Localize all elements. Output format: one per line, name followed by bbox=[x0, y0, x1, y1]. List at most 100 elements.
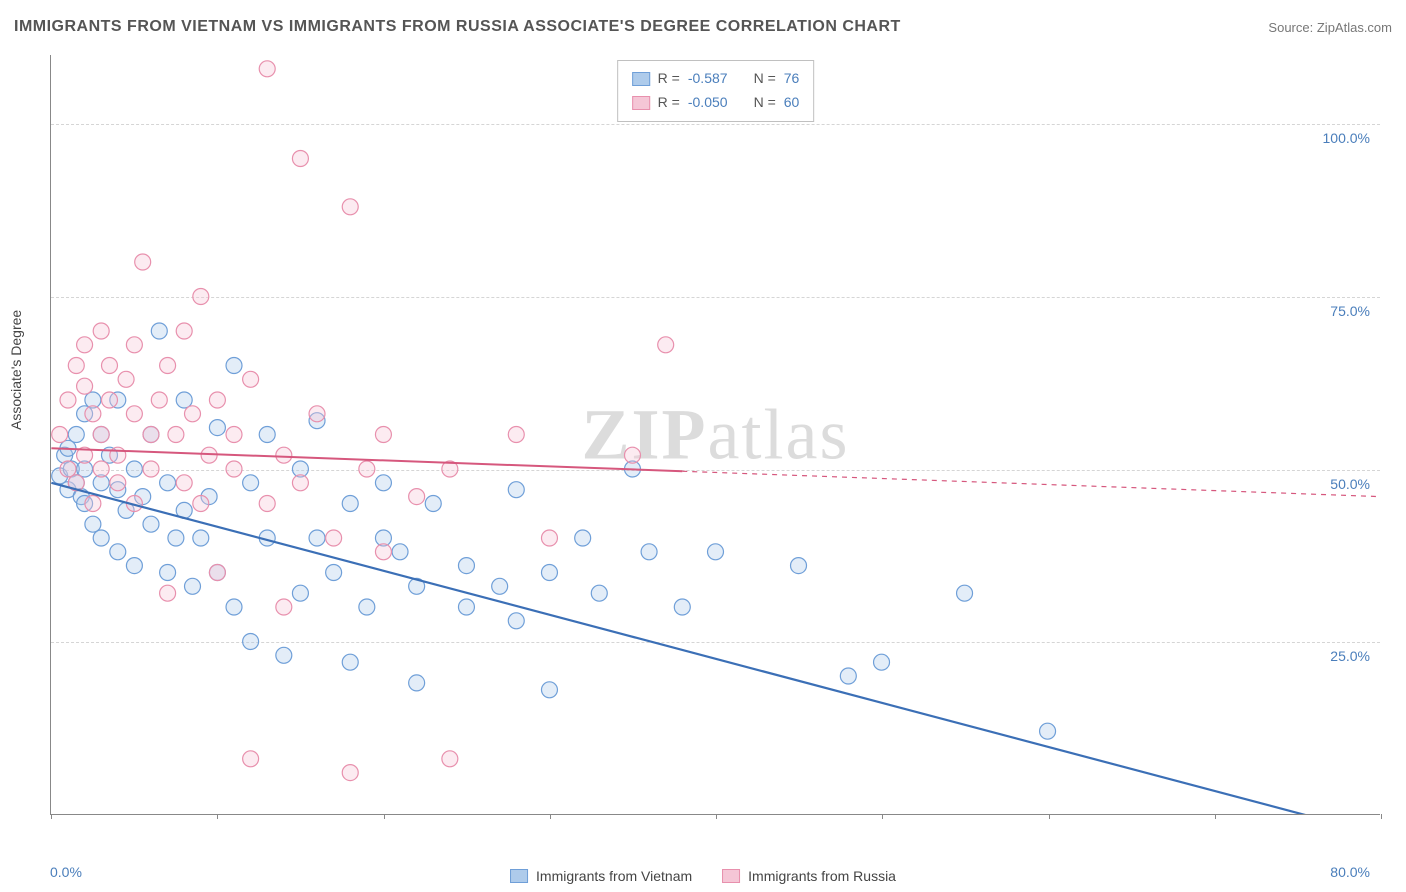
data-point bbox=[143, 461, 159, 477]
data-point bbox=[52, 427, 68, 443]
data-point bbox=[409, 675, 425, 691]
data-point bbox=[342, 199, 358, 215]
legend-label-russia: Immigrants from Russia bbox=[748, 868, 896, 884]
trend-line-extrapolated bbox=[682, 471, 1379, 496]
data-point bbox=[541, 682, 557, 698]
data-point bbox=[791, 558, 807, 574]
data-point bbox=[168, 427, 184, 443]
data-point bbox=[93, 323, 109, 339]
data-point bbox=[658, 337, 674, 353]
data-point bbox=[342, 765, 358, 781]
data-point bbox=[957, 585, 973, 601]
data-point bbox=[492, 578, 508, 594]
data-point bbox=[85, 406, 101, 422]
data-point bbox=[193, 496, 209, 512]
data-point bbox=[591, 585, 607, 601]
data-point bbox=[375, 544, 391, 560]
data-point bbox=[575, 530, 591, 546]
data-point bbox=[209, 565, 225, 581]
xtick-mark bbox=[51, 814, 52, 819]
data-point bbox=[160, 475, 176, 491]
data-point bbox=[110, 544, 126, 560]
xtick-mark bbox=[1381, 814, 1382, 819]
data-point bbox=[508, 427, 524, 443]
data-point bbox=[176, 392, 192, 408]
data-point bbox=[624, 447, 640, 463]
r-value-russia: -0.050 bbox=[688, 91, 728, 115]
data-point bbox=[126, 337, 142, 353]
data-point bbox=[243, 751, 259, 767]
data-point bbox=[259, 427, 275, 443]
data-point bbox=[226, 461, 242, 477]
data-point bbox=[259, 496, 275, 512]
data-point bbox=[874, 654, 890, 670]
data-point bbox=[68, 358, 84, 374]
data-point bbox=[209, 392, 225, 408]
data-point bbox=[68, 427, 84, 443]
data-point bbox=[342, 654, 358, 670]
data-point bbox=[151, 392, 167, 408]
r-value-vietnam: -0.587 bbox=[688, 67, 728, 91]
data-point bbox=[176, 323, 192, 339]
legend-stats-row: R = -0.050 N = 60 bbox=[632, 91, 800, 115]
data-point bbox=[93, 427, 109, 443]
data-point bbox=[77, 337, 93, 353]
xtick-min: 0.0% bbox=[50, 864, 82, 880]
data-point bbox=[151, 323, 167, 339]
xtick-max: 80.0% bbox=[1330, 864, 1370, 880]
data-point bbox=[276, 447, 292, 463]
data-point bbox=[193, 530, 209, 546]
chart-title: IMMIGRANTS FROM VIETNAM VS IMMIGRANTS FR… bbox=[14, 18, 901, 36]
data-point bbox=[143, 516, 159, 532]
data-point bbox=[160, 358, 176, 374]
plot-area: ZIPatlas R = -0.587 N = 76 R = -0.050 N … bbox=[50, 55, 1380, 815]
data-point bbox=[118, 371, 134, 387]
data-point bbox=[60, 392, 76, 408]
legend-item-russia: Immigrants from Russia bbox=[722, 868, 896, 884]
data-point bbox=[185, 578, 201, 594]
data-point bbox=[209, 420, 225, 436]
xtick-mark bbox=[217, 814, 218, 819]
data-point bbox=[375, 475, 391, 491]
data-point bbox=[541, 565, 557, 581]
data-point bbox=[292, 475, 308, 491]
data-point bbox=[243, 371, 259, 387]
data-point bbox=[276, 647, 292, 663]
legend-stats-row: R = -0.587 N = 76 bbox=[632, 67, 800, 91]
legend-swatch-russia-icon bbox=[722, 869, 740, 883]
data-point bbox=[425, 496, 441, 512]
data-point bbox=[135, 254, 151, 270]
xtick-mark bbox=[1049, 814, 1050, 819]
data-point bbox=[101, 358, 117, 374]
data-point bbox=[309, 406, 325, 422]
data-point bbox=[392, 544, 408, 560]
data-point bbox=[243, 634, 259, 650]
xtick-mark bbox=[882, 814, 883, 819]
data-point bbox=[126, 406, 142, 422]
data-point bbox=[276, 599, 292, 615]
xtick-mark bbox=[550, 814, 551, 819]
xtick-mark bbox=[384, 814, 385, 819]
data-point bbox=[342, 496, 358, 512]
data-point bbox=[708, 544, 724, 560]
data-point bbox=[309, 530, 325, 546]
legend-swatch-vietnam-icon bbox=[510, 869, 528, 883]
data-point bbox=[85, 496, 101, 512]
data-point bbox=[292, 585, 308, 601]
data-point bbox=[375, 427, 391, 443]
legend-swatch-russia bbox=[632, 96, 650, 110]
data-point bbox=[110, 475, 126, 491]
legend-label-vietnam: Immigrants from Vietnam bbox=[536, 868, 692, 884]
y-axis-label: Associate's Degree bbox=[8, 310, 24, 430]
r-label: R = bbox=[658, 67, 680, 91]
plot-svg bbox=[51, 55, 1380, 814]
data-point bbox=[160, 565, 176, 581]
xtick-mark bbox=[1215, 814, 1216, 819]
n-label: N = bbox=[754, 67, 776, 91]
data-point bbox=[176, 475, 192, 491]
data-point bbox=[1040, 723, 1056, 739]
data-point bbox=[168, 530, 184, 546]
data-point bbox=[359, 461, 375, 477]
data-point bbox=[77, 378, 93, 394]
source-value: ZipAtlas.com bbox=[1317, 20, 1392, 35]
